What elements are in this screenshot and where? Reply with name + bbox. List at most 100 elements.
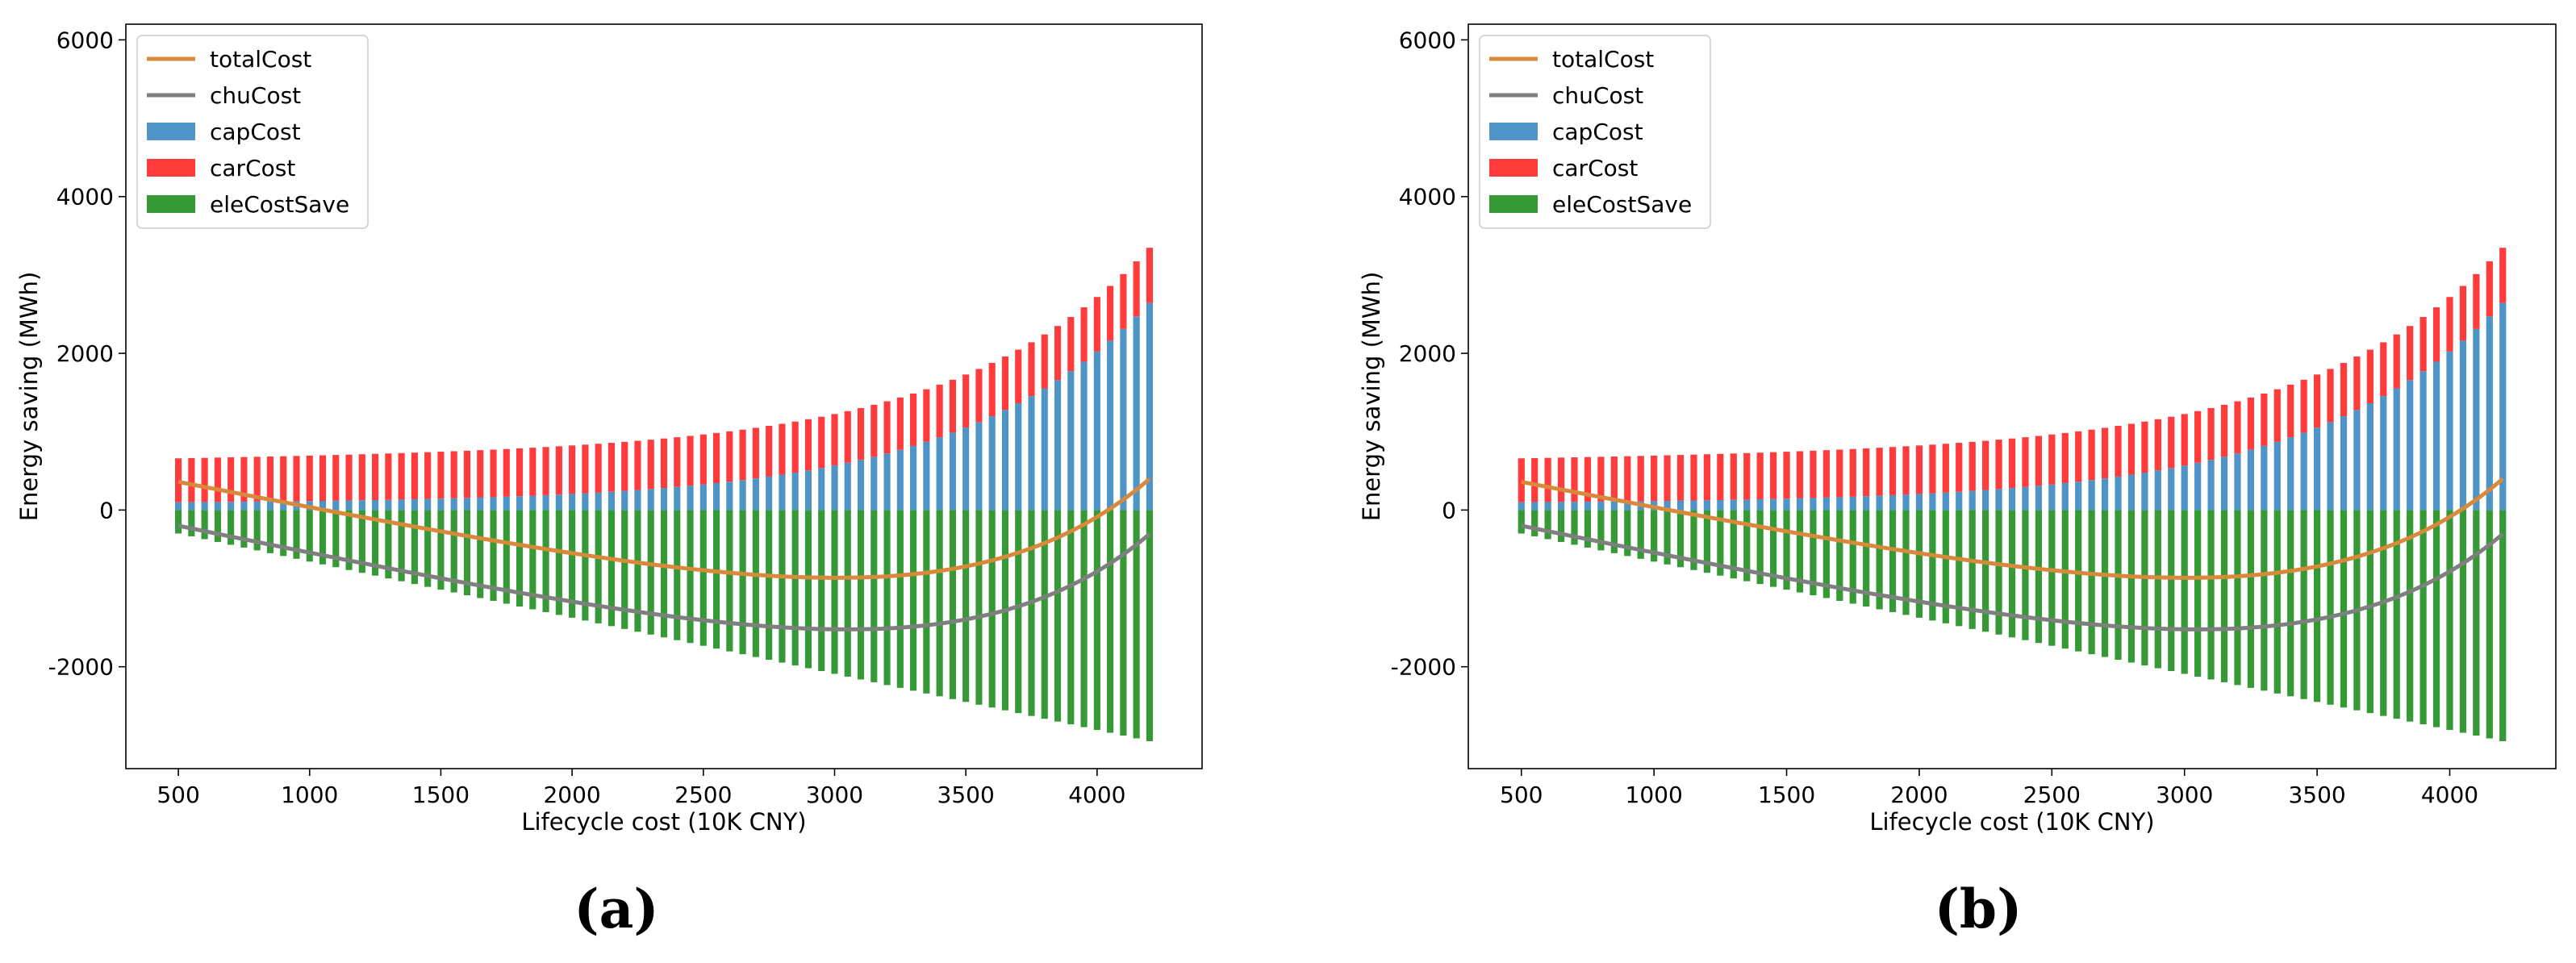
- bar-capCost: [411, 499, 418, 511]
- bar-eleCostSave: [1080, 510, 1088, 727]
- bar-capCost: [857, 460, 865, 511]
- bar-eleCostSave: [2393, 510, 2400, 719]
- bar-carCost: [1597, 456, 1605, 502]
- bar-eleCostSave: [1822, 510, 1830, 598]
- x-tick-label: 500: [1500, 782, 1543, 808]
- bar-capCost: [332, 500, 340, 511]
- bar-carCost: [779, 423, 786, 475]
- bar-capCost: [910, 445, 917, 511]
- bar-capCost: [555, 494, 562, 511]
- bar-carCost: [2353, 356, 2361, 411]
- panel-label: (b): [1935, 878, 2023, 940]
- bar-eleCostSave: [870, 510, 878, 682]
- bar-carCost: [1584, 456, 1592, 502]
- bar-capCost: [175, 502, 182, 511]
- bar-carCost: [293, 456, 300, 502]
- bar-eleCostSave: [791, 510, 799, 666]
- bar-eleCostSave: [1902, 510, 1910, 615]
- bar-capCost: [398, 499, 405, 511]
- bar-carCost: [188, 457, 195, 502]
- bar-carCost: [2247, 397, 2255, 450]
- bar-capCost: [2220, 456, 2228, 511]
- legend-label-eleCostSave: eleCostSave: [1552, 191, 1692, 218]
- x-tick-label: 500: [157, 782, 199, 808]
- bar-capCost: [1557, 502, 1565, 511]
- x-tick-label: 1000: [281, 782, 338, 808]
- bar-capCost: [1107, 340, 1114, 511]
- x-tick-label: 2500: [674, 782, 732, 808]
- bar-carCost: [2048, 434, 2056, 485]
- bar-carCost: [1969, 441, 1976, 491]
- bar-carCost: [2127, 423, 2136, 475]
- bar-carCost: [739, 429, 746, 481]
- bar-eleCostSave: [188, 510, 195, 537]
- bar-carCost: [2459, 286, 2467, 341]
- bar-eleCostSave: [503, 510, 510, 604]
- series-line-totalCost: [1521, 477, 2504, 580]
- bar-carCost: [437, 452, 445, 499]
- bar-carCost: [569, 445, 576, 494]
- bar-carCost: [2313, 374, 2321, 428]
- legend-label-capCost: capCost: [210, 119, 301, 145]
- bar-capCost: [2127, 474, 2136, 511]
- bar-eleCostSave: [1703, 510, 1711, 573]
- bar-eleCostSave: [2075, 510, 2082, 652]
- bar-carCost: [424, 452, 432, 499]
- bar-capCost: [1836, 497, 1843, 511]
- legend-box: [136, 35, 369, 229]
- bar-capCost: [1942, 492, 1949, 511]
- bar-carCost: [674, 437, 681, 487]
- bar-capCost: [962, 427, 970, 511]
- bar-carCost: [1849, 448, 1856, 497]
- bar-eleCostSave: [2419, 510, 2427, 725]
- bar-eleCostSave: [660, 510, 668, 638]
- bar-eleCostSave: [2141, 510, 2148, 666]
- legend-swatch-carCost: [147, 159, 195, 177]
- bar-eleCostSave: [542, 510, 549, 612]
- y-tick-label: 6000: [56, 27, 114, 53]
- panel-label: (a): [574, 878, 658, 940]
- bar-carCost: [896, 397, 904, 450]
- bar-carCost: [883, 401, 891, 454]
- bar-carCost: [201, 457, 208, 502]
- bar-capCost: [201, 502, 208, 511]
- bar-capCost: [2247, 449, 2255, 511]
- bar-capCost: [385, 499, 392, 511]
- bar-carCost: [2407, 326, 2414, 381]
- bar-carCost: [752, 427, 759, 479]
- bar-eleCostSave: [2300, 510, 2307, 699]
- x-tick-label: 3500: [937, 782, 995, 808]
- bar-carCost: [1001, 356, 1009, 411]
- bar-carCost: [2168, 416, 2175, 469]
- bar-capCost: [1041, 388, 1048, 511]
- bar-capCost: [896, 449, 904, 511]
- bar-capCost: [779, 474, 786, 511]
- bar-eleCostSave: [988, 510, 996, 708]
- bar-eleCostSave: [1610, 510, 1618, 553]
- bar-eleCostSave: [687, 510, 694, 644]
- legend-swatch-capCost: [1489, 123, 1538, 140]
- bar-capCost: [660, 488, 668, 511]
- bar-capCost: [1863, 496, 1870, 511]
- bar-eleCostSave: [621, 510, 628, 629]
- bar-carCost: [332, 455, 340, 501]
- bar-capCost: [280, 501, 287, 511]
- bar-carCost: [699, 434, 707, 485]
- bar-carCost: [1146, 248, 1153, 303]
- bar-capCost: [542, 494, 549, 511]
- bar-eleCostSave: [2380, 510, 2387, 716]
- bar-carCost: [1624, 456, 1631, 502]
- bar-carCost: [2141, 421, 2148, 473]
- bar-eleCostSave: [2101, 510, 2109, 657]
- bar-eleCostSave: [1956, 510, 1963, 627]
- bar-carCost: [1929, 444, 1936, 494]
- bar-capCost: [1929, 493, 1936, 511]
- bar-eleCostSave: [1676, 510, 1685, 568]
- bar-eleCostSave: [477, 510, 484, 598]
- bar-capCost: [1518, 502, 1525, 511]
- bar-eleCostSave: [804, 510, 812, 669]
- bar-carCost: [1610, 456, 1618, 502]
- legend-swatch-carCost: [1489, 159, 1538, 177]
- bar-carCost: [2446, 297, 2453, 352]
- bar-capCost: [477, 497, 484, 511]
